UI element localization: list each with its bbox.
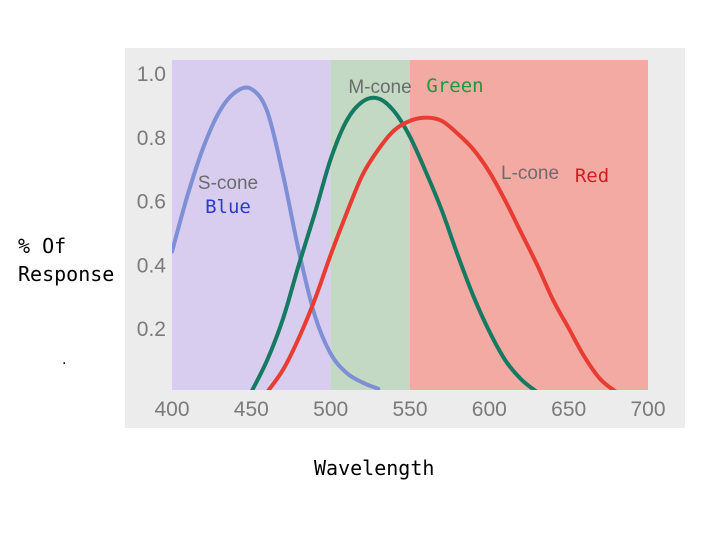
- s-cone-tag: Blue: [205, 196, 251, 218]
- blue-region: [172, 60, 331, 390]
- footnote-dot: .: [62, 352, 67, 368]
- l-cone-curve: [266, 115, 617, 390]
- x-axis-label: Wavelength: [314, 456, 435, 480]
- l-cone-label: L-cone: [501, 163, 559, 184]
- m-cone-tag: Green: [426, 75, 483, 97]
- red-region: [410, 60, 648, 390]
- y-tick-label: 0.4: [137, 254, 167, 277]
- x-tick-label: 450: [234, 398, 269, 421]
- s-cone-curve: [172, 85, 381, 390]
- x-tick-label: 650: [551, 398, 586, 421]
- x-tick-label: 600: [472, 398, 507, 421]
- y-tick-label: 0.8: [137, 127, 166, 150]
- y-axis-label-line-2: Response: [18, 262, 115, 286]
- l-cone-tag: Red: [575, 165, 609, 187]
- y-tick-label: 0.6: [137, 191, 166, 214]
- s-cone-label: S-cone: [198, 173, 258, 194]
- x-tick-label: 550: [392, 398, 427, 421]
- y-tick-label: 0.2: [137, 318, 166, 341]
- m-cone-label: M-cone: [348, 77, 411, 98]
- x-tick-label: 500: [313, 398, 348, 421]
- m-cone-curve: [250, 95, 538, 390]
- y-axis-label: % Of Response: [18, 232, 128, 288]
- y-axis-label-line-1: % Of: [18, 234, 67, 258]
- x-tick-label: 400: [154, 398, 189, 421]
- x-tick-label: 700: [630, 398, 665, 421]
- y-tick-label: 1.0: [137, 63, 166, 86]
